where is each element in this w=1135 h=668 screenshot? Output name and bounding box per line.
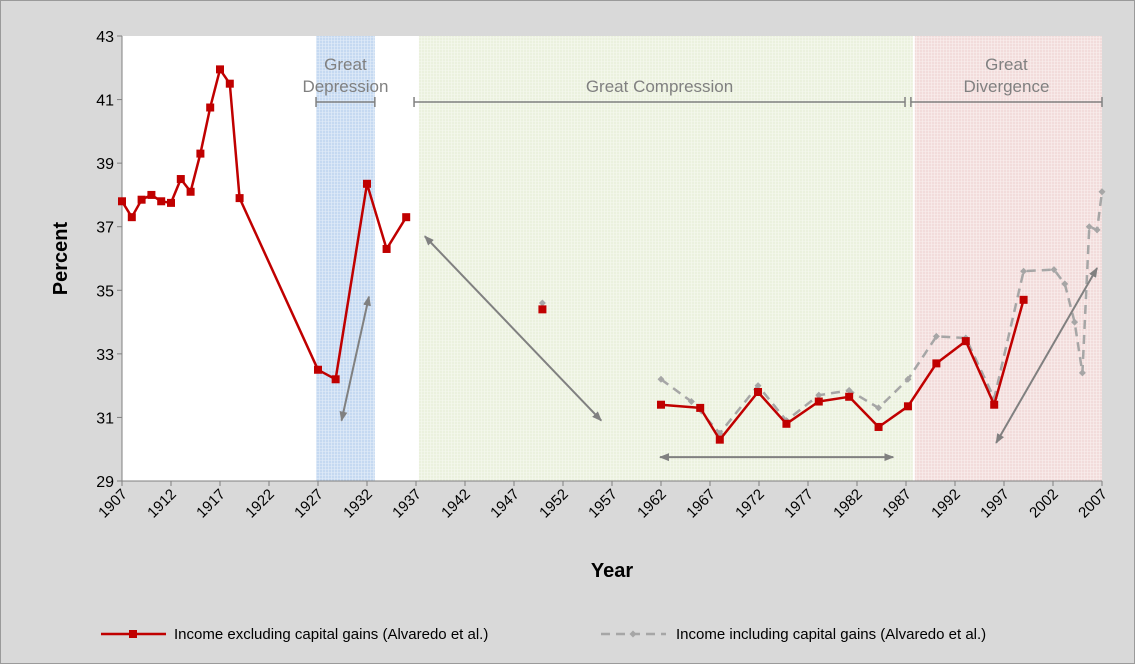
x-tick-label: 1917	[193, 486, 229, 522]
income-excluding-capital-gains-point	[137, 195, 146, 204]
great-depression-label: Depression	[302, 77, 388, 96]
legend-excluding-marker	[129, 630, 137, 638]
y-tick-label: 39	[96, 156, 114, 173]
x-tick-label: 1942	[438, 486, 474, 522]
income-excluding-capital-gains-point	[225, 79, 234, 88]
x-tick-label: 1932	[340, 486, 376, 522]
x-tick-label: 1992	[928, 486, 964, 522]
income-excluding-capital-gains-point	[990, 400, 999, 409]
x-tick-label: 1972	[732, 486, 768, 522]
income-excluding-capital-gains-point	[118, 197, 126, 206]
y-axis-title: Percent	[50, 221, 72, 295]
y-tick-label: 35	[96, 283, 114, 300]
income-including-capital-gains-point	[904, 375, 912, 383]
income-excluding-capital-gains-point	[127, 213, 136, 222]
x-tick-label: 1927	[291, 486, 327, 522]
income-excluding-capital-gains-point	[961, 337, 970, 346]
x-tick-label: 1907	[95, 486, 131, 522]
income-excluding-capital-gains-point	[157, 197, 166, 206]
x-tick-label: 1947	[487, 486, 523, 522]
y-tick-label: 33	[96, 347, 114, 364]
income-including-capital-gains-point	[845, 386, 853, 394]
income-excluding-capital-gains-point	[167, 198, 175, 207]
income-excluding-capital-gains-point	[147, 190, 156, 199]
income-excluding-capital-gains-point	[176, 175, 185, 184]
x-tick-label: 1952	[536, 486, 572, 522]
income-excluding-capital-gains-point	[754, 388, 763, 396]
income-excluding-capital-gains-point	[1019, 295, 1028, 304]
x-tick-label: 1987	[879, 486, 915, 522]
income-excluding-capital-gains-point	[696, 403, 705, 412]
x-tick-label: 2007	[1075, 486, 1111, 522]
income-excluding-capital-gains-point	[186, 187, 195, 196]
x-tick-label: 1937	[389, 486, 425, 522]
x-tick-label: 2002	[1026, 486, 1062, 522]
great-compression-label: Great Compression	[586, 77, 733, 96]
income-including-capital-gains-point	[815, 391, 823, 399]
x-tick-label: 1982	[830, 486, 866, 522]
y-tick-label: 29	[96, 474, 114, 491]
income-excluding-capital-gains-point	[363, 179, 371, 188]
income-excluding-capital-gains-point	[235, 194, 244, 203]
income-excluding-capital-gains-point	[845, 392, 854, 401]
income-excluding-capital-gains-point	[715, 435, 724, 444]
income-excluding-capital-gains-point	[196, 149, 205, 158]
legend-including-label: Income including capital gains (Alvaredo…	[676, 626, 986, 643]
income-including-capital-gains-point	[1098, 188, 1106, 196]
income-excluding-capital-gains-point	[782, 419, 791, 428]
x-tick-label: 1962	[634, 486, 670, 522]
income-including-capital-gains-point	[932, 332, 940, 340]
x-tick-label: 1997	[977, 486, 1013, 522]
great-divergence-label: Great	[985, 55, 1028, 74]
income-excluding-capital-gains-point	[874, 422, 883, 431]
income-including-capital-gains-point	[875, 404, 883, 412]
income-excluding-capital-gains-point	[538, 305, 547, 314]
x-tick-label: 1912	[144, 486, 180, 522]
income-excluding-capital-gains-point	[402, 213, 411, 222]
trend-arrow	[995, 267, 1098, 444]
great-divergence-label: Divergence	[963, 77, 1049, 96]
income-excluding-capital-gains-point	[382, 244, 391, 253]
x-tick-label: 1922	[242, 486, 278, 522]
income-excluding-capital-gains-point	[314, 365, 322, 374]
y-tick-label: 43	[96, 29, 114, 46]
x-tick-label: 1957	[585, 486, 621, 522]
legend-excluding-label: Income excluding capital gains (Alvaredo…	[174, 626, 488, 643]
income-including-capital-gains-point	[1093, 226, 1101, 234]
x-tick-label: 1967	[683, 486, 719, 522]
income-excluding-capital-gains-point	[814, 397, 823, 406]
trend-arrow	[424, 235, 602, 422]
income-excluding-capital-gains-point	[216, 65, 224, 74]
legend-including-marker	[629, 630, 637, 638]
y-tick-label: 41	[96, 93, 114, 110]
great-depression-label: Great	[324, 55, 367, 74]
trend-arrow	[339, 295, 371, 422]
income-excluding-capital-gains-point	[932, 359, 941, 368]
income-excluding-capital-gains-point	[903, 402, 912, 411]
x-tick-label: 1977	[781, 486, 817, 522]
x-axis-title: Year	[591, 560, 633, 582]
income-including-capital-gains-point	[657, 375, 665, 383]
income-including-capital-gains-point	[1085, 223, 1093, 231]
income-excluding-capital-gains-point	[206, 103, 215, 112]
y-tick-label: 37	[96, 220, 114, 237]
income-excluding-capital-gains-point	[331, 375, 340, 384]
income-excluding-capital-gains-point	[657, 400, 665, 409]
income-including-capital-gains-point	[687, 398, 695, 406]
income-including-capital-gains-point	[754, 382, 762, 390]
y-tick-label: 31	[96, 410, 114, 427]
